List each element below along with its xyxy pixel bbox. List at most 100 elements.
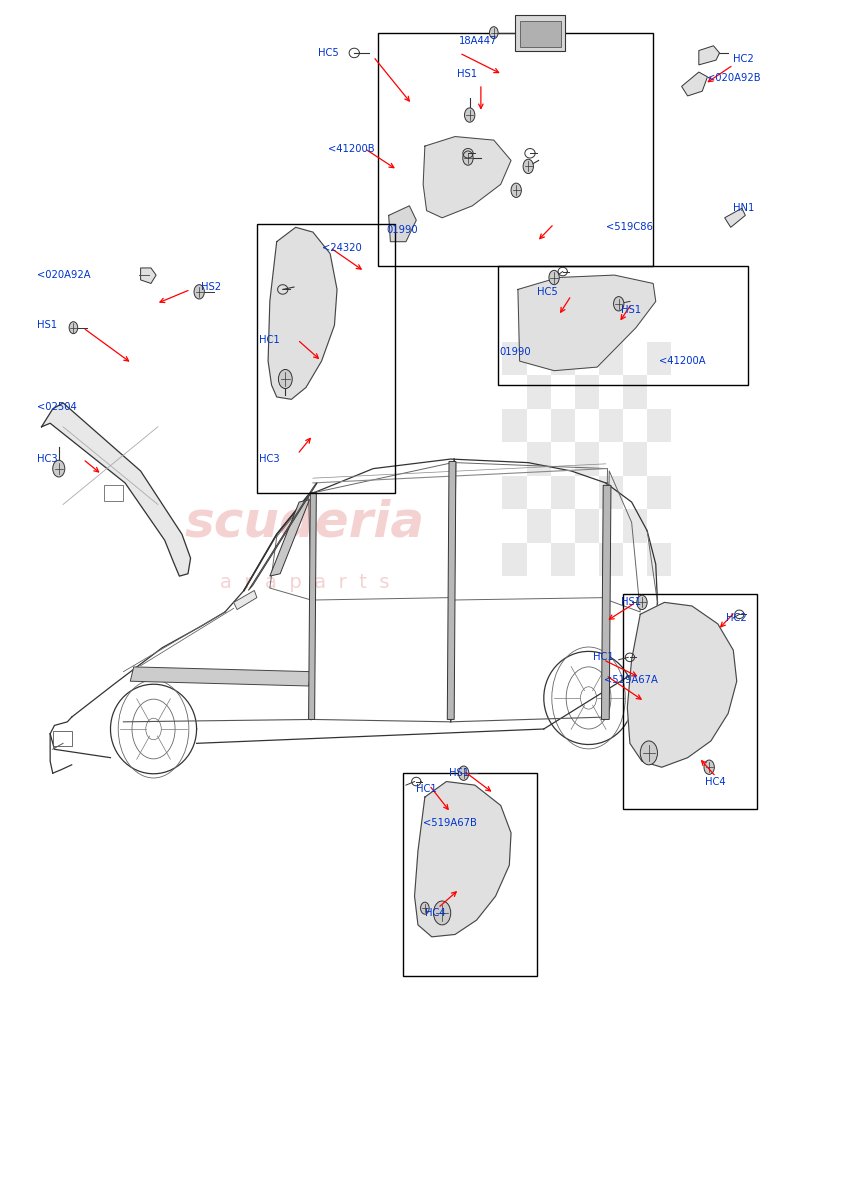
Bar xyxy=(104,485,123,500)
Bar xyxy=(575,542,599,576)
Bar xyxy=(257,223,394,492)
Polygon shape xyxy=(602,485,611,720)
Bar xyxy=(623,342,647,376)
Text: 01990: 01990 xyxy=(386,224,418,235)
Bar xyxy=(623,542,647,576)
Text: <02504: <02504 xyxy=(37,402,77,412)
Bar xyxy=(502,409,526,443)
Text: HS1: HS1 xyxy=(622,305,642,314)
Bar xyxy=(502,542,526,576)
Bar xyxy=(551,542,575,576)
Circle shape xyxy=(194,284,205,299)
Text: HS1: HS1 xyxy=(457,70,477,79)
Text: HS1: HS1 xyxy=(622,598,642,607)
Bar xyxy=(519,20,561,47)
Circle shape xyxy=(420,902,429,914)
Text: HC2: HC2 xyxy=(727,613,747,623)
Bar xyxy=(599,443,623,475)
Text: HC5: HC5 xyxy=(318,48,339,58)
Bar xyxy=(623,443,647,475)
Bar xyxy=(403,773,537,977)
Bar xyxy=(575,475,599,509)
Bar xyxy=(551,409,575,443)
Text: HS2: HS2 xyxy=(201,282,221,292)
Bar xyxy=(575,409,599,443)
Bar xyxy=(599,475,623,509)
Text: scuderia: scuderia xyxy=(184,498,424,546)
Bar xyxy=(502,443,526,475)
Bar xyxy=(647,475,671,509)
Polygon shape xyxy=(388,206,416,241)
Circle shape xyxy=(549,270,559,284)
Text: HC1: HC1 xyxy=(259,335,280,344)
Text: <24320: <24320 xyxy=(322,242,362,253)
Bar xyxy=(623,509,647,542)
Bar xyxy=(526,509,551,542)
Bar xyxy=(575,509,599,542)
Text: <020A92B: <020A92B xyxy=(707,73,761,83)
Bar xyxy=(551,509,575,542)
Circle shape xyxy=(490,26,499,38)
Circle shape xyxy=(704,760,714,774)
Bar xyxy=(377,32,653,265)
Polygon shape xyxy=(518,275,655,371)
Bar xyxy=(647,376,671,409)
Text: HS1: HS1 xyxy=(37,320,57,330)
Text: HC3: HC3 xyxy=(259,454,280,464)
Circle shape xyxy=(459,766,469,780)
Bar xyxy=(551,376,575,409)
Text: HC1: HC1 xyxy=(416,784,437,793)
Bar xyxy=(623,376,647,409)
Bar xyxy=(526,542,551,576)
Polygon shape xyxy=(447,462,456,720)
Text: <519C86: <519C86 xyxy=(606,222,653,233)
Polygon shape xyxy=(268,227,337,400)
Text: <41200B: <41200B xyxy=(329,144,375,154)
Bar xyxy=(526,443,551,475)
Bar xyxy=(515,14,565,50)
Bar xyxy=(551,443,575,475)
Bar xyxy=(599,409,623,443)
Bar xyxy=(599,509,623,542)
Bar xyxy=(647,509,671,542)
Bar xyxy=(623,409,647,443)
Bar xyxy=(53,731,72,745)
Bar xyxy=(502,376,526,409)
Text: HC4: HC4 xyxy=(705,776,726,786)
Bar xyxy=(647,342,671,376)
Text: HC2: HC2 xyxy=(733,54,754,64)
Polygon shape xyxy=(628,602,737,767)
Polygon shape xyxy=(270,499,310,576)
Bar xyxy=(499,265,748,385)
Text: <519A67B: <519A67B xyxy=(423,818,477,828)
Circle shape xyxy=(640,740,657,764)
Bar xyxy=(575,376,599,409)
Text: <41200A: <41200A xyxy=(659,356,706,366)
Text: <020A92A: <020A92A xyxy=(37,270,91,280)
Circle shape xyxy=(523,160,533,174)
Polygon shape xyxy=(42,403,191,576)
Bar xyxy=(647,542,671,576)
Polygon shape xyxy=(140,268,156,283)
Bar xyxy=(599,376,623,409)
Text: HS1: HS1 xyxy=(449,768,469,778)
Polygon shape xyxy=(248,482,317,590)
Bar xyxy=(551,342,575,376)
Polygon shape xyxy=(681,72,707,96)
Bar xyxy=(599,542,623,576)
Text: HC1: HC1 xyxy=(593,653,614,662)
Bar xyxy=(647,409,671,443)
Circle shape xyxy=(278,370,292,389)
Circle shape xyxy=(434,901,451,925)
Bar xyxy=(599,342,623,376)
Circle shape xyxy=(69,322,78,334)
Bar xyxy=(502,509,526,542)
Bar xyxy=(526,475,551,509)
Bar xyxy=(526,376,551,409)
Bar xyxy=(502,475,526,509)
Polygon shape xyxy=(309,492,316,720)
Bar xyxy=(575,443,599,475)
Polygon shape xyxy=(699,46,720,65)
Bar xyxy=(623,475,647,509)
Text: 18A447: 18A447 xyxy=(460,36,498,46)
